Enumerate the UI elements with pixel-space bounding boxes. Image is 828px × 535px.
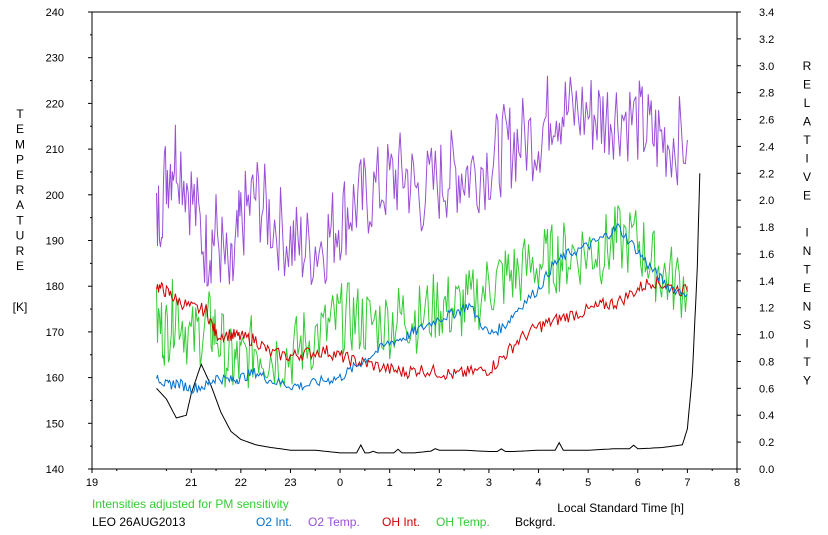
left-tick-label: 240 bbox=[46, 7, 64, 19]
left-tick-label: 180 bbox=[46, 281, 64, 293]
right-tick-label: 1.0 bbox=[759, 330, 774, 342]
right-axis-letter: I bbox=[805, 337, 808, 351]
x-tick-label: 5 bbox=[585, 477, 591, 489]
right-axis-letter: I bbox=[805, 152, 808, 166]
x-axis-label: Local Standard Time [h] bbox=[557, 501, 684, 515]
left-axis-letter: E bbox=[16, 168, 24, 182]
x-tick-label: 23 bbox=[284, 477, 296, 489]
x-tick-label: 21 bbox=[185, 477, 197, 489]
right-axis-letter: V bbox=[803, 170, 811, 184]
series-line-o2-temp bbox=[156, 75, 688, 287]
x-tick-label: 0 bbox=[337, 477, 343, 489]
right-tick-label: 2.0 bbox=[759, 195, 774, 207]
left-tick-label: 210 bbox=[46, 144, 64, 156]
right-tick-label: 2.6 bbox=[759, 115, 774, 127]
x-tick-label: 19 bbox=[86, 477, 98, 489]
legend-oh-int: OH Int. bbox=[382, 515, 420, 529]
right-axis-letter: R bbox=[803, 59, 812, 73]
legend-o2-int: O2 Int. bbox=[256, 515, 292, 529]
left-tick-label: 140 bbox=[46, 464, 64, 476]
right-axis-letter: E bbox=[803, 281, 811, 295]
right-tick-label: 2.2 bbox=[759, 168, 774, 180]
right-axis-letter: N bbox=[803, 300, 812, 314]
right-axis-letter: I bbox=[805, 226, 808, 240]
right-tick-label: 0.2 bbox=[759, 437, 774, 449]
plot-frame bbox=[91, 11, 738, 470]
series-layer bbox=[156, 75, 701, 454]
x-tick-label: 22 bbox=[235, 477, 247, 489]
right-tick-label: 0.4 bbox=[759, 410, 774, 422]
left-tick-label: 170 bbox=[46, 327, 64, 339]
series-line-bckgrd bbox=[156, 173, 701, 454]
axis-layer: 19 21 22 23 0 1 2 3 4 5 6 7 814015016017018019020021… bbox=[46, 7, 775, 489]
left-tick-label: 200 bbox=[46, 190, 64, 202]
right-axis-letter: E bbox=[803, 189, 811, 203]
right-axis-letter: A bbox=[803, 115, 811, 129]
left-axis-letter: R bbox=[16, 244, 25, 258]
right-axis-letter: Y bbox=[803, 374, 811, 388]
right-tick-label: 1.4 bbox=[759, 276, 774, 288]
x-tick-label: 2 bbox=[436, 477, 442, 489]
series-line-oh-int bbox=[156, 275, 688, 381]
right-axis-letter: T bbox=[803, 355, 811, 369]
right-axis-letter: S bbox=[803, 318, 811, 332]
station-label: LEO 26AUG2013 bbox=[92, 515, 186, 529]
left-axis-letter: T bbox=[16, 213, 24, 227]
series-line-o2-int bbox=[156, 223, 688, 394]
right-axis-letter: T bbox=[803, 133, 811, 147]
left-tick-label: 160 bbox=[46, 373, 64, 385]
x-tick-label: 4 bbox=[535, 477, 541, 489]
right-axis-letter: N bbox=[803, 244, 812, 258]
left-axis-letter: T bbox=[16, 107, 24, 121]
right-tick-label: 3.4 bbox=[759, 7, 774, 19]
left-tick-label: 190 bbox=[46, 236, 64, 248]
left-axis-letter: M bbox=[15, 137, 25, 151]
right-tick-label: 0.0 bbox=[759, 464, 774, 476]
right-tick-label: 1.2 bbox=[759, 303, 774, 315]
legend: O2 Int. O2 Temp. OH Int. OH Temp. Bckgrd… bbox=[256, 515, 556, 529]
left-axis-letter: R bbox=[16, 183, 25, 197]
left-axis-letter: U bbox=[16, 229, 25, 243]
left-tick-label: 220 bbox=[46, 98, 64, 110]
left-axis-letter: E bbox=[16, 122, 24, 136]
right-tick-label: 1.6 bbox=[759, 249, 774, 261]
sensitivity-note: Intensities adjusted for PM sensitivity bbox=[92, 497, 289, 511]
right-tick-label: 0.6 bbox=[759, 383, 774, 395]
left-tick-label: 230 bbox=[46, 53, 64, 65]
x-tick-label: 7 bbox=[684, 477, 690, 489]
right-tick-label: 0.8 bbox=[759, 356, 774, 368]
right-tick-label: 3.2 bbox=[759, 34, 774, 46]
right-tick-label: 3.0 bbox=[759, 61, 774, 73]
left-axis-letter: E bbox=[16, 259, 24, 273]
right-tick-label: 2.4 bbox=[759, 141, 774, 153]
right-tick-label: 2.8 bbox=[759, 88, 774, 100]
legend-oh-temp: OH Temp. bbox=[436, 515, 490, 529]
x-tick-label: 8 bbox=[734, 477, 740, 489]
legend-o2-temp: O2 Temp. bbox=[308, 515, 360, 529]
left-axis-letter: P bbox=[16, 153, 24, 167]
legend-bckgrd: Bckgrd. bbox=[515, 515, 556, 529]
right-tick-label: 1.8 bbox=[759, 222, 774, 234]
x-tick-label: 1 bbox=[387, 477, 393, 489]
series-line-oh-temp bbox=[156, 205, 688, 389]
left-axis-unit: [K] bbox=[13, 300, 28, 314]
right-axis-letter: E bbox=[803, 78, 811, 92]
right-axis-letter: T bbox=[803, 263, 811, 277]
left-tick-label: 150 bbox=[46, 418, 64, 430]
right-axis-letter: L bbox=[804, 96, 811, 110]
x-tick-label: 3 bbox=[486, 477, 492, 489]
x-tick-label: 6 bbox=[635, 477, 641, 489]
left-axis-letter: A bbox=[16, 198, 24, 212]
